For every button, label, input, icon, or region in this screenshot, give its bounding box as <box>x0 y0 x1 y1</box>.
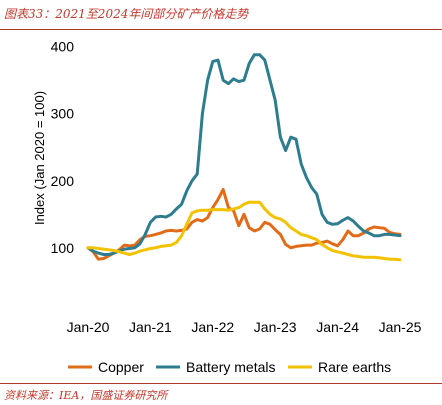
source-divider <box>0 383 442 384</box>
series-line-copper <box>86 188 402 261</box>
y-axis-label: Index (Jan 2020 = 100) <box>32 91 47 225</box>
y-axis: 100 200 300 400 <box>51 39 75 256</box>
legend-label: Rare earths <box>318 359 391 375</box>
x-tick-label: Jan-23 <box>254 319 297 335</box>
series-lines <box>86 53 402 262</box>
y-tick-label: 400 <box>51 39 75 55</box>
y-tick-label: 200 <box>51 173 75 189</box>
series-line-battery-metals <box>86 53 402 256</box>
x-axis: Jan-20 Jan-21 Jan-22 Jan-23 Jan-24 Jan-25 <box>67 319 422 335</box>
series-line-rare-earths <box>86 200 402 262</box>
legend: Copper Battery metals Rare earths <box>68 359 391 375</box>
x-tick-label: Jan-21 <box>129 319 172 335</box>
chart-title: 图表33：2021至2024年间部分矿产价格走势 <box>4 7 249 21</box>
x-tick-label: Jan-22 <box>191 319 234 335</box>
x-tick-label: Jan-24 <box>316 319 359 335</box>
y-tick-label: 300 <box>51 106 75 122</box>
legend-label: Battery metals <box>186 359 275 375</box>
source-note: 资料来源：IEA，国盛证券研究所 <box>4 389 168 402</box>
title-divider <box>0 29 442 30</box>
y-tick-label: 100 <box>51 240 75 256</box>
legend-label: Copper <box>98 359 144 375</box>
x-tick-label: Jan-20 <box>67 319 110 335</box>
x-tick-label: Jan-25 <box>379 319 422 335</box>
